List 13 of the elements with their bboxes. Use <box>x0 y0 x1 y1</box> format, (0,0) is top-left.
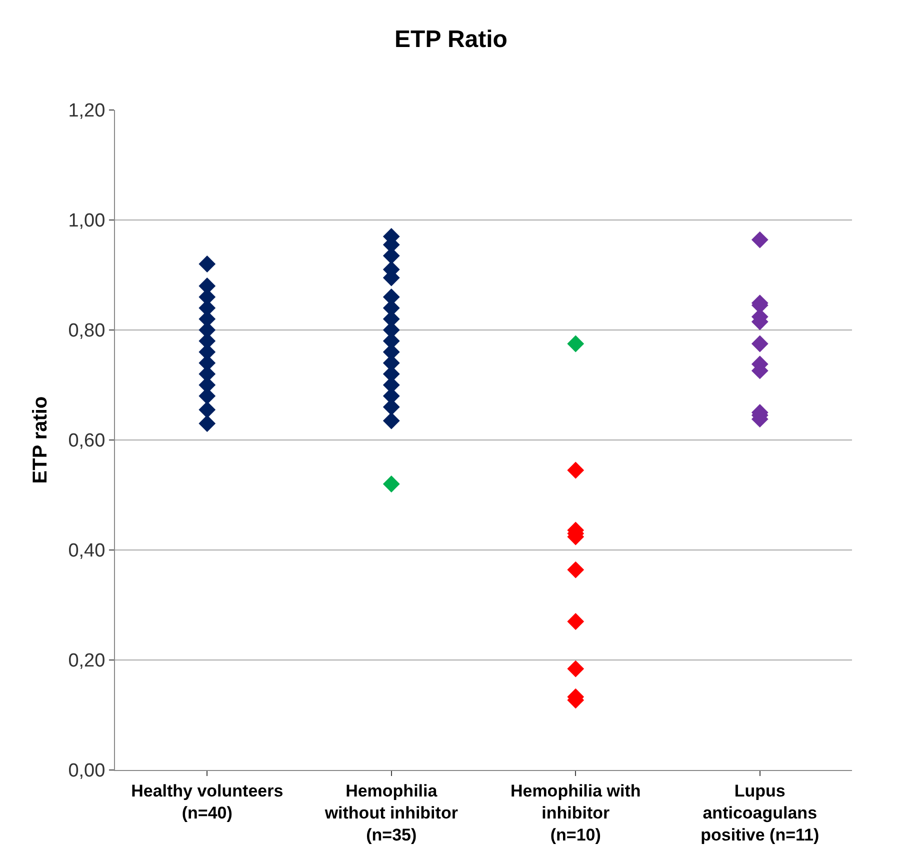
chart-title: ETP Ratio <box>394 26 508 54</box>
y-axis-title: ETP ratio <box>30 396 52 484</box>
y-tick-label: 0,80 <box>68 320 106 342</box>
x-tick-label: Healthy volunteers (n=40) <box>131 781 284 822</box>
y-tick-label: 1,00 <box>68 210 106 232</box>
y-tick-label: 0,20 <box>68 650 106 672</box>
y-tick-label: 1,20 <box>68 100 106 122</box>
x-tick-label: Lupus anticoagulans positive (n=11) <box>700 781 820 845</box>
x-tick-label: Hemophilia without inhibitor (n=35) <box>324 781 458 845</box>
y-tick-label: 0,40 <box>68 540 106 562</box>
y-tick-label: 0,00 <box>68 760 106 782</box>
y-tick-label: 0,60 <box>68 430 106 452</box>
x-tick-label: Hemophilia with inhibitor (n=10) <box>510 781 641 845</box>
